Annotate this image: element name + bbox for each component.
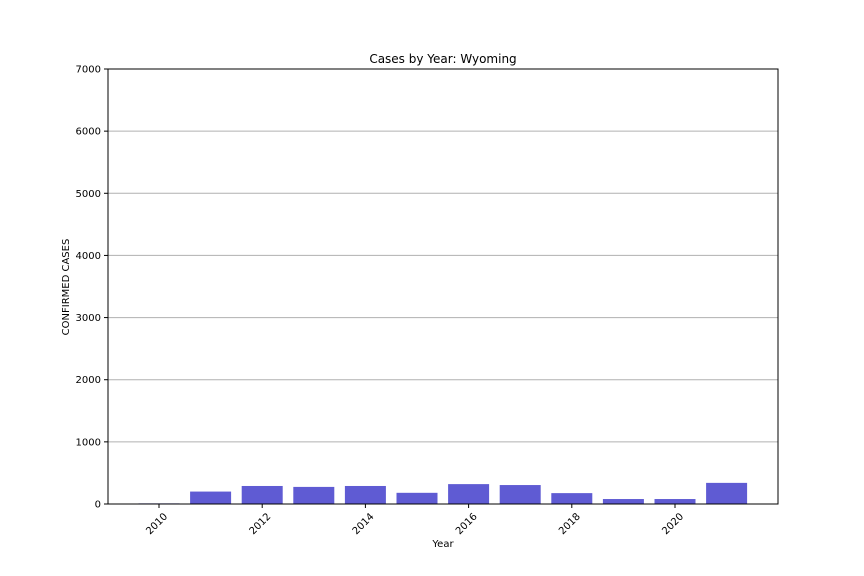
y-tick-label: 6000 bbox=[76, 127, 101, 138]
x-tick-label: 2010 bbox=[144, 511, 170, 537]
plot-frame bbox=[107, 68, 779, 505]
x-tick-label: 2012 bbox=[248, 511, 274, 537]
x-axis-label: Year bbox=[431, 539, 454, 550]
bar-2017 bbox=[499, 485, 541, 504]
bar-2014 bbox=[344, 485, 386, 504]
x-tick-label: 2016 bbox=[454, 511, 480, 537]
bar-2015 bbox=[396, 492, 438, 504]
bar-2011 bbox=[190, 491, 232, 504]
bar-2018 bbox=[551, 493, 593, 504]
gridlines bbox=[108, 130, 778, 443]
bar-2013 bbox=[293, 486, 335, 504]
bar-2016 bbox=[448, 484, 490, 504]
bars bbox=[138, 482, 748, 504]
y-tick-label: 5000 bbox=[76, 189, 101, 200]
y-tick-label: 3000 bbox=[76, 313, 101, 324]
x-tick-label: 2014 bbox=[351, 511, 377, 537]
y-axis-ticks: 0 1000 2000 3000 4000 5000 6000 7000 bbox=[76, 65, 108, 511]
x-tick-label: 2018 bbox=[557, 511, 583, 537]
chart-title: Cases by Year: Wyoming bbox=[369, 52, 516, 66]
y-tick-label: 1000 bbox=[76, 437, 101, 448]
y-tick-label: 2000 bbox=[76, 375, 101, 386]
y-axis-label: CONFIRMED CASES bbox=[61, 239, 72, 336]
bar-2019 bbox=[602, 499, 644, 504]
bar-2021 bbox=[706, 482, 748, 504]
bar-2020 bbox=[654, 499, 696, 504]
bar-2012 bbox=[241, 485, 283, 504]
x-axis-ticks: 2010 2012 2014 2016 2018 2020 bbox=[144, 504, 686, 537]
y-tick-label: 0 bbox=[95, 500, 101, 511]
x-tick-label: 2020 bbox=[660, 511, 686, 537]
y-tick-label: 4000 bbox=[76, 251, 101, 262]
y-tick-label: 7000 bbox=[76, 65, 101, 76]
